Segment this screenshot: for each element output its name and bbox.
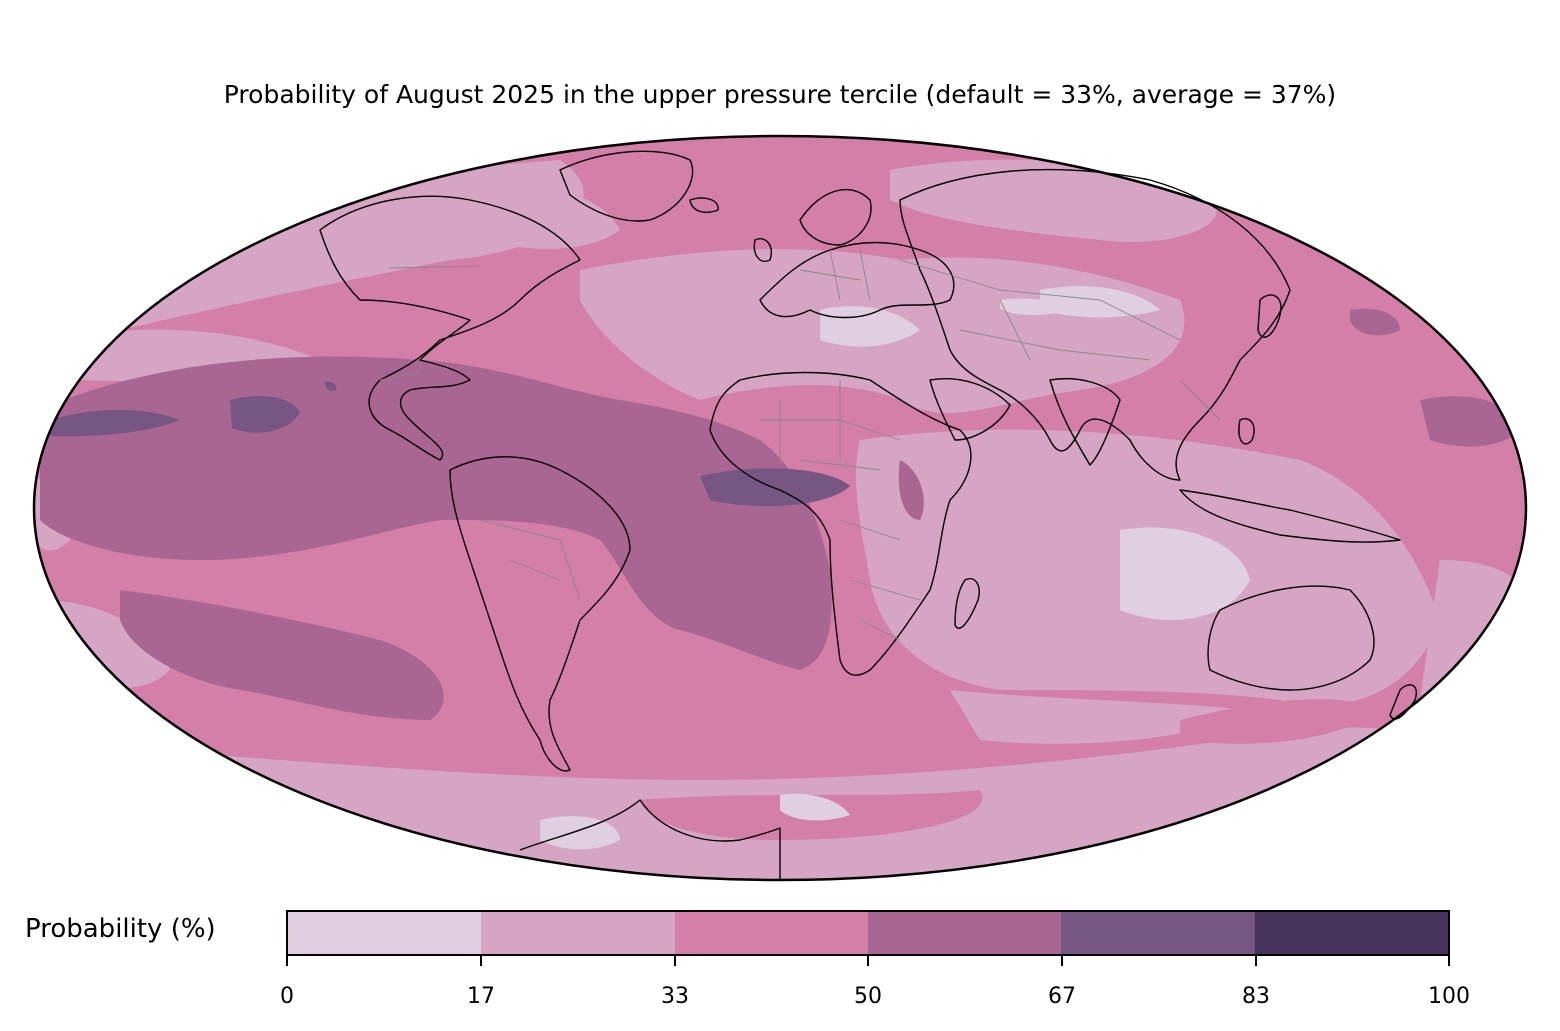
colorbar-tick — [674, 956, 676, 966]
colorbar-bin-0-17 — [288, 912, 482, 954]
coastline-india — [1049, 378, 1121, 466]
coastline-japan — [1257, 294, 1282, 338]
colorbar-bin-83-100 — [1254, 912, 1448, 954]
colorbar-tick-label: 50 — [854, 984, 882, 1009]
colorbar-bin-33-50 — [674, 912, 868, 954]
colorbar-tick-label: 83 — [1242, 984, 1270, 1009]
globe-outline — [32, 134, 1528, 882]
coastline-iceland — [689, 197, 719, 213]
coastline-scandinavia — [799, 189, 872, 246]
colorbar-tick-label: 33 — [661, 984, 689, 1009]
colorbar-tick — [1448, 956, 1450, 966]
coastline-indonesia — [1179, 489, 1401, 543]
prob-band-67-83 — [50, 381, 850, 507]
coastline-greenland — [559, 150, 694, 222]
coastline-philippines — [1238, 418, 1255, 445]
prob-band-0-17 — [540, 286, 1250, 850]
colorbar-bin-50-67 — [867, 912, 1062, 954]
colorbar-tick — [1255, 956, 1257, 966]
colorbar-bin-67-83 — [1061, 912, 1255, 954]
world-map — [32, 134, 1528, 882]
prob-band-50-67 — [40, 308, 1520, 720]
colorbar-tick — [480, 956, 482, 966]
colorbar-tick-label: 17 — [467, 984, 495, 1009]
coastline-south-america — [449, 456, 631, 772]
colorbar-label: Probability (%) — [25, 914, 216, 944]
coastline-australia — [1207, 585, 1375, 691]
colorbar-bin-17-33 — [481, 912, 675, 954]
probability-field — [34, 136, 1526, 880]
map-title: Probability of August 2025 in the upper … — [223, 80, 1337, 109]
coastline-antarctica — [519, 799, 781, 880]
country-borders — [379, 249, 1221, 641]
colorbar-tick-label: 67 — [1048, 984, 1076, 1009]
colorbar — [286, 910, 1450, 956]
coastline-africa — [709, 371, 972, 676]
colorbar-tick-label: 100 — [1428, 984, 1470, 1009]
colorbar-tick — [867, 956, 869, 966]
coastline-madagascar — [954, 578, 980, 629]
coastline-arabia — [929, 378, 1011, 441]
coastlines — [319, 150, 1417, 880]
colorbar-tick-label: 0 — [280, 984, 294, 1009]
coastline-north-america — [319, 195, 581, 461]
coastline-uk — [753, 238, 772, 262]
colorbar-tick — [1061, 956, 1063, 966]
colorbar-tick — [286, 956, 288, 966]
